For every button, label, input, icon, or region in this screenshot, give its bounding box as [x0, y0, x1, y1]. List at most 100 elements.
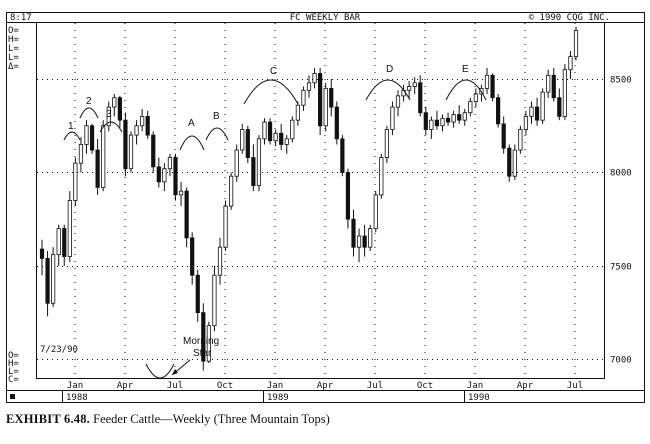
candle-body-white — [568, 56, 573, 71]
candle-body-white — [540, 91, 545, 121]
candle-body-white — [468, 101, 473, 114]
candle-body-black — [267, 121, 273, 142]
candle-body-white — [284, 138, 289, 145]
candle-body-black — [457, 114, 462, 121]
candle-body-white — [407, 86, 412, 91]
candle-body-black — [62, 228, 67, 257]
peak-arc — [365, 79, 411, 101]
candle-body-white — [440, 117, 445, 127]
candle-body-white — [356, 235, 362, 248]
candle-body-white — [106, 106, 111, 127]
candle-body-black — [490, 74, 495, 99]
readout-change: Δ= — [8, 62, 19, 72]
candle-body-white — [84, 125, 89, 145]
candle-body-white — [473, 93, 478, 102]
candle-body-white — [573, 30, 579, 58]
weekly-bar-chart: 8:17 FC WEEKLY BAR © 1990 CQG INC. O= H=… — [6, 12, 645, 403]
candle-body-black — [423, 112, 428, 130]
candle-body-black — [318, 73, 323, 127]
candle-body-black — [507, 147, 512, 177]
plot-area — [36, 22, 605, 379]
candle-body-white — [229, 175, 234, 207]
candle-body-black — [434, 119, 440, 127]
caption-text: Feeder Cattle—Weekly (Three Mountain Top… — [93, 412, 330, 426]
candle-body-black — [279, 132, 284, 145]
x-tick-label: Apr — [317, 381, 334, 391]
candle-body-white — [379, 157, 384, 196]
candle-body-white — [223, 205, 228, 248]
candle-body-white — [67, 200, 72, 257]
readout-low: L= — [8, 44, 19, 54]
candle-body-black — [117, 97, 122, 121]
x-tick-label: Jan — [267, 381, 283, 391]
candle-body-white — [112, 97, 117, 108]
peak-label-3: 3 — [106, 109, 112, 120]
candle-body-white — [373, 194, 378, 229]
peak-arc — [99, 121, 123, 133]
candle-body-white — [234, 149, 239, 177]
candle-body-white — [290, 119, 295, 140]
candle-body-white — [78, 144, 84, 164]
readout-last: L= — [8, 53, 19, 63]
readout-high: H= — [8, 35, 19, 45]
candle-body-white — [101, 125, 106, 188]
candle-body-black — [245, 129, 250, 158]
candle-body-white — [384, 129, 389, 158]
candle-body-black — [345, 172, 351, 220]
candle-body-white — [51, 254, 56, 304]
header-copyright: © 1990 CQG INC. — [529, 13, 610, 23]
peak-label-c: C — [270, 66, 277, 77]
candle-body-white — [140, 116, 145, 127]
candle-body-black — [173, 157, 178, 196]
candle-body-white — [162, 168, 167, 183]
candle-body-black — [334, 106, 339, 140]
candle-body-white — [301, 89, 306, 106]
peak-label-e: E — [462, 64, 469, 75]
readout-bottom-open: O= — [8, 351, 19, 361]
candle-body-white — [56, 228, 61, 256]
x-tick-label: Apr — [117, 381, 134, 391]
candle-body-black — [151, 134, 156, 168]
candle-body-white — [484, 74, 490, 89]
candle-body-black — [362, 235, 367, 248]
readout-bottom-low: L= — [8, 367, 19, 377]
caption-exhibit: EXHIBIT 6.48. — [6, 412, 90, 426]
readout-bottom-close: C= — [8, 375, 19, 385]
candle-body-black — [418, 82, 423, 114]
candle-body-black — [340, 138, 345, 173]
candle-body-black — [45, 258, 50, 304]
candle-body-white — [206, 325, 211, 362]
peak-label-b: B — [213, 111, 220, 122]
candle-body-black — [195, 274, 200, 314]
candle-body-black — [445, 117, 451, 123]
candle-body-black — [190, 237, 195, 276]
candle-body-black — [534, 106, 540, 121]
x-tick-label: Jul — [367, 381, 383, 391]
candle-body-black — [123, 119, 128, 170]
cursor-marker — [10, 394, 15, 399]
peak-label-1: 1 — [68, 121, 74, 132]
candle-body-black — [329, 87, 334, 108]
candle-body-white — [529, 106, 534, 117]
peak-label-2: 2 — [86, 96, 92, 107]
candle-body-white — [390, 106, 395, 130]
candle-body-black — [95, 149, 100, 188]
candle-body-black — [39, 248, 45, 259]
candle-body-black — [89, 125, 95, 151]
candle-body-white — [178, 190, 184, 196]
morning-star-arrowhead — [172, 369, 178, 375]
readout-open: O= — [8, 26, 19, 36]
y-tick-label: 7500 — [610, 263, 632, 273]
candle-body-white — [256, 138, 262, 186]
candle-body-white — [306, 82, 312, 91]
candle-body-black — [145, 116, 150, 136]
candle-body-white — [368, 228, 373, 248]
peak-label-d: D — [386, 64, 393, 75]
header-title: FC WEEKLY BAR — [290, 13, 361, 23]
morning-star-label-line2: Star — [193, 348, 212, 359]
candle-body-black — [351, 218, 356, 248]
x-tick-label: Oct — [217, 381, 233, 391]
x-tick-label: Oct — [417, 381, 433, 391]
candle-body-white — [512, 149, 517, 177]
candle-body-black — [557, 97, 562, 117]
